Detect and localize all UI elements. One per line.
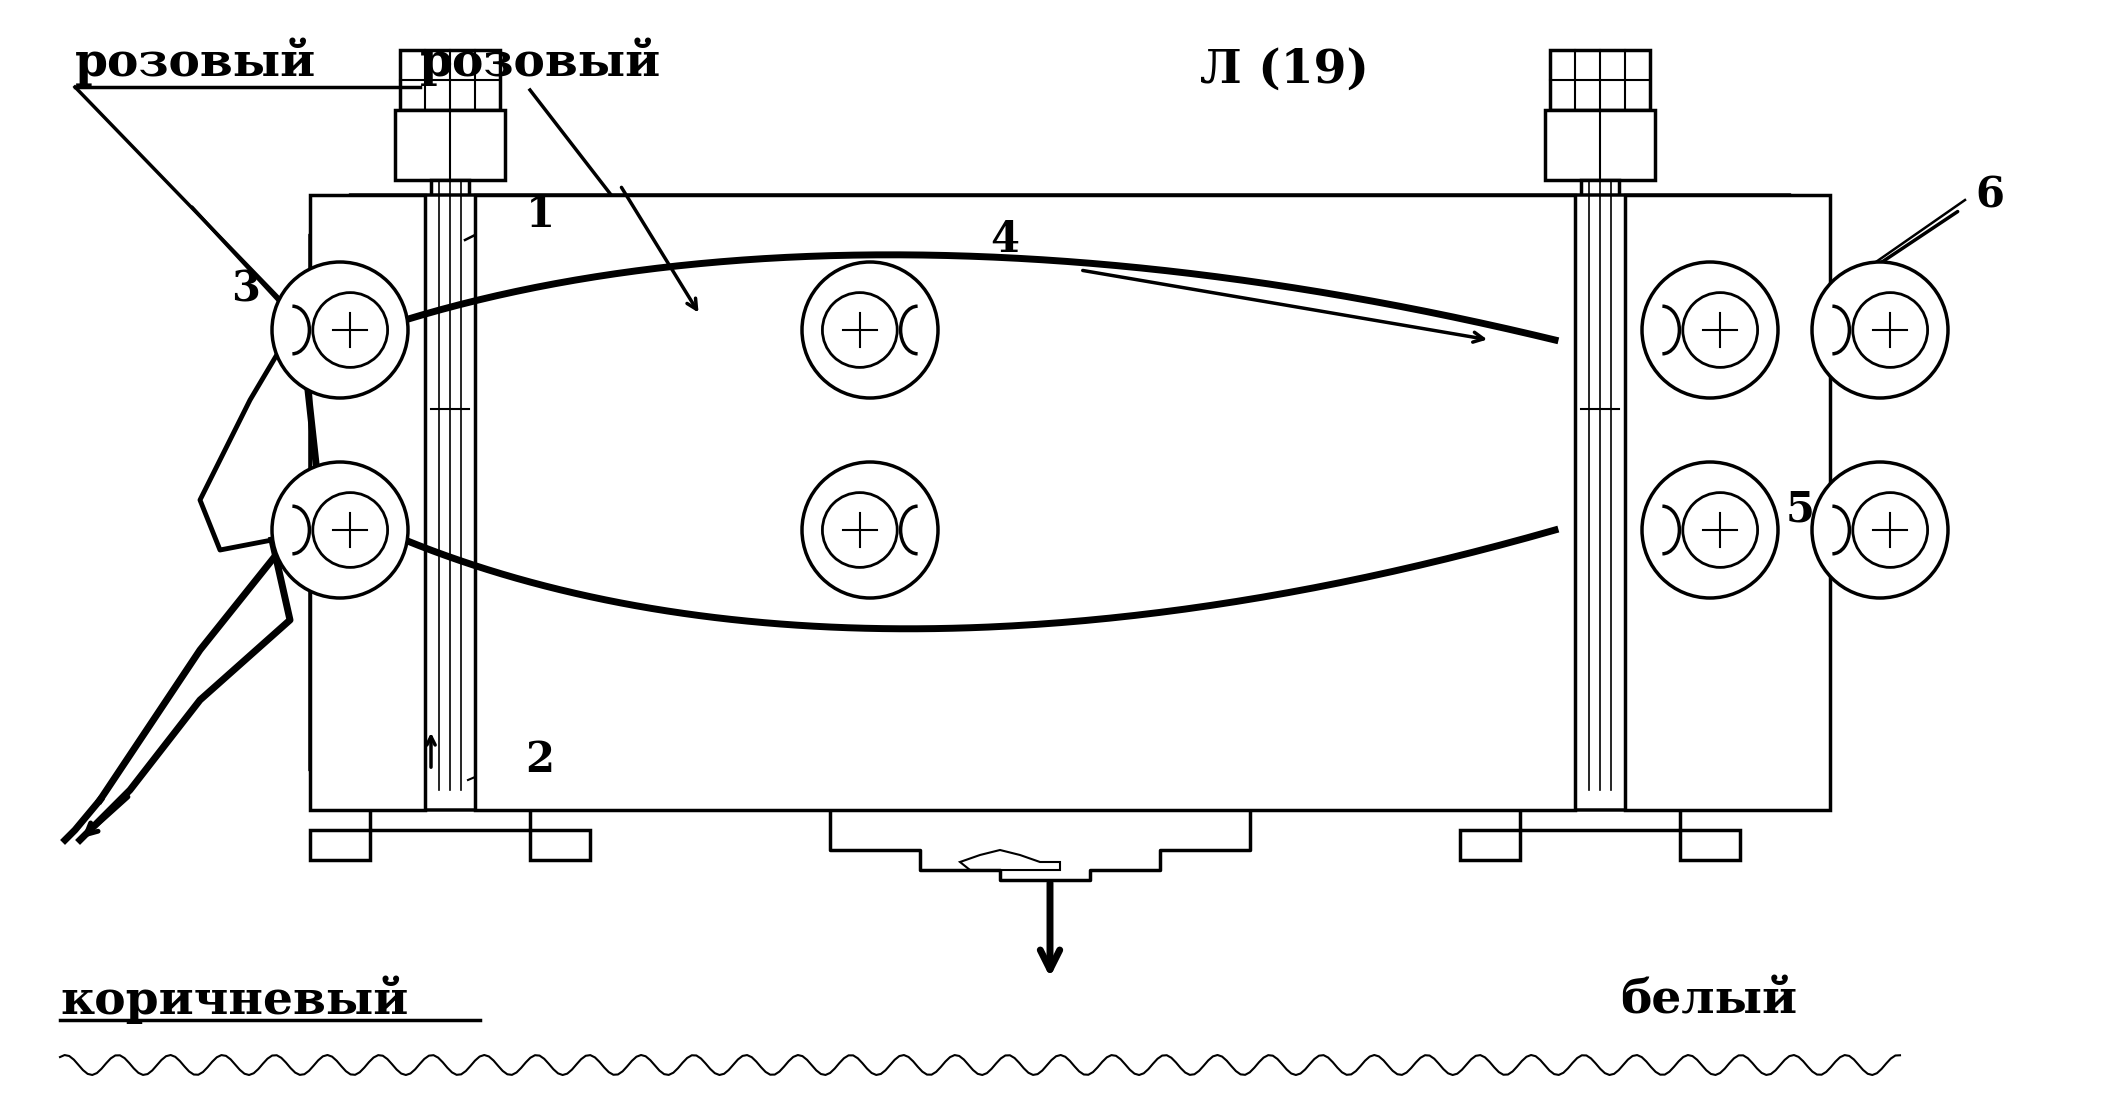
Bar bbox=[1580, 180, 1618, 790]
Circle shape bbox=[272, 262, 408, 398]
Circle shape bbox=[1642, 262, 1778, 398]
Text: коричневый: коричневый bbox=[59, 975, 408, 1024]
Bar bbox=[310, 830, 370, 860]
Bar bbox=[1544, 110, 1655, 180]
Text: 5: 5 bbox=[1786, 489, 1814, 531]
Bar bbox=[1459, 830, 1521, 860]
Circle shape bbox=[1812, 462, 1948, 598]
Circle shape bbox=[803, 462, 939, 598]
Bar bbox=[1625, 195, 1831, 810]
Polygon shape bbox=[310, 195, 1831, 810]
Circle shape bbox=[272, 462, 408, 598]
Bar bbox=[399, 50, 499, 110]
Bar bbox=[395, 110, 506, 180]
Bar bbox=[431, 180, 469, 790]
Text: белый: белый bbox=[1621, 977, 1797, 1023]
Text: 1: 1 bbox=[525, 194, 554, 236]
Bar bbox=[370, 790, 531, 830]
Circle shape bbox=[1642, 462, 1778, 598]
Bar bbox=[531, 830, 590, 860]
Text: 3: 3 bbox=[232, 269, 259, 311]
Text: Л (19): Л (19) bbox=[1200, 47, 1368, 93]
Text: розовый: розовый bbox=[421, 37, 661, 86]
Text: 4: 4 bbox=[990, 219, 1020, 261]
Bar bbox=[476, 195, 1576, 810]
Circle shape bbox=[803, 262, 939, 398]
Text: 2: 2 bbox=[525, 739, 554, 781]
Text: 6: 6 bbox=[1975, 174, 2005, 216]
Bar bbox=[1551, 50, 1650, 110]
Bar bbox=[1521, 790, 1680, 830]
Text: розовый: розовый bbox=[74, 37, 316, 86]
Circle shape bbox=[1812, 262, 1948, 398]
Bar bbox=[1680, 830, 1740, 860]
Bar bbox=[310, 195, 425, 810]
Polygon shape bbox=[960, 850, 1060, 869]
